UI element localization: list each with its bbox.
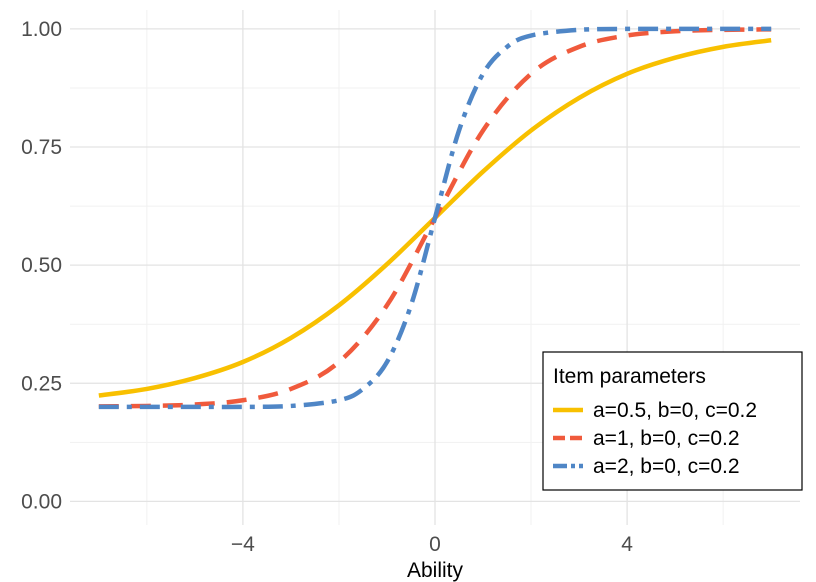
x-tick-label: 4 [621, 533, 633, 556]
legend-label-2: a=1, b=0, c=0.2 [593, 427, 740, 450]
x-tick-label: 0 [429, 533, 441, 556]
series-layer [98, 26, 772, 410]
x-axis-title: Ability [407, 559, 464, 582]
x-tick-label: −4 [231, 533, 255, 556]
x-tick-labels: −4 0 4 [231, 533, 633, 556]
legend-box [542, 351, 803, 491]
y-tick-label: 0.50 [21, 254, 62, 277]
y-tick-label: 0.25 [21, 372, 62, 395]
legend-label-3: a=2, b=0, c=0.2 [593, 455, 740, 478]
y-tick-label: 0.75 [21, 136, 62, 159]
y-tick-label: 1.00 [21, 18, 62, 41]
legend: Item parameters a=0.5, b=0, c=0.2 a=1, b=0… [542, 351, 803, 491]
y-tick-label: 0.00 [21, 490, 62, 513]
legend-title: Item parameters [553, 365, 706, 388]
legend-label-1: a=0.5, b=0, c=0.2 [593, 399, 757, 422]
y-tick-labels: 0.00 0.25 0.50 0.75 1.00 [21, 18, 62, 513]
series-line-3 [98, 26, 772, 410]
